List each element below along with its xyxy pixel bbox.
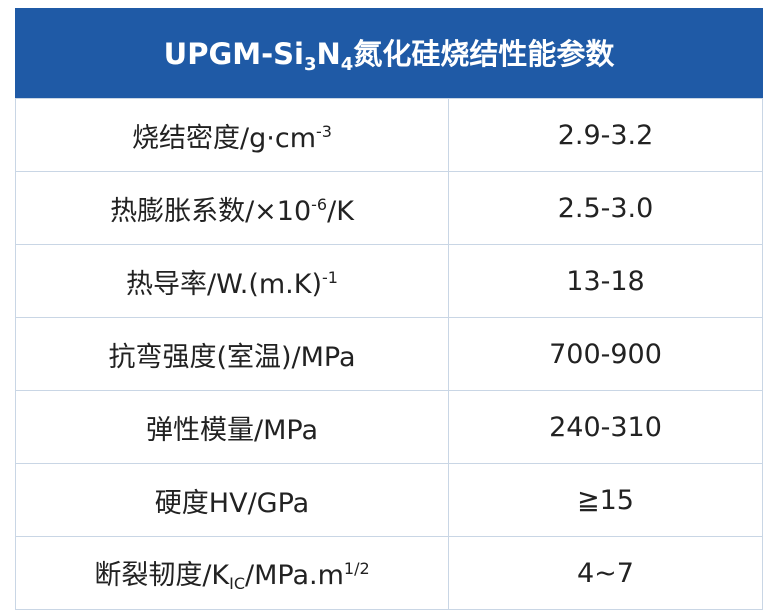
title-sub: 4 <box>340 54 354 75</box>
value-cell: ≧15 <box>448 463 763 537</box>
label-sub: IC <box>229 574 246 593</box>
label-cell: 硬度HV/GPa <box>15 463 449 537</box>
value-cell: 4~7 <box>448 536 763 610</box>
row: 弹性模量/MPa 240-310 <box>15 390 763 464</box>
value-cell: 13-18 <box>448 244 763 318</box>
label: /MPa.m <box>245 560 344 591</box>
value-cell: 2.9-3.2 <box>448 98 763 172</box>
label-sup: -6 <box>311 194 328 214</box>
label-cell: 热膨胀系数/×10-6/K <box>15 171 449 245</box>
label: /K <box>327 195 354 227</box>
label-cell: 烧结密度/g·cm-3 <box>15 98 449 172</box>
row: 断裂韧度/KIC/MPa.m1/2 4~7 <box>15 536 763 610</box>
title-sub: 3 <box>303 54 317 75</box>
label: 烧结密度/g·cm <box>132 122 316 154</box>
row: 硬度HV/GPa ≧15 <box>15 463 763 537</box>
row: 抗弯强度(室温)/MPa 700-900 <box>15 317 763 391</box>
label-cell: 抗弯强度(室温)/MPa <box>15 317 449 391</box>
spec-table: UPGM-Si3N4氮化硅烧结性能参数 烧结密度/g·cm-3 2.9-3.2 … <box>15 8 763 610</box>
row: 热导率/W.(m.K)-1 13-18 <box>15 244 763 318</box>
table-header: UPGM-Si3N4氮化硅烧结性能参数 <box>15 8 763 98</box>
value-cell: 240-310 <box>448 390 763 464</box>
table: 烧结密度/g·cm-3 2.9-3.2 热膨胀系数/×10-6/K 2.5-3.… <box>15 98 763 610</box>
label: 热膨胀系数/×10 <box>110 195 312 227</box>
label-sup: -1 <box>321 267 338 287</box>
label-cell: 断裂韧度/KIC/MPa.m1/2 <box>15 536 449 610</box>
label: 硬度HV/GPa <box>154 487 310 519</box>
label-sup: 1/2 <box>343 559 370 578</box>
value-cell: 700-900 <box>448 317 763 391</box>
label-cell: 热导率/W.(m.K)-1 <box>15 244 449 318</box>
label-sup: -3 <box>316 121 332 141</box>
title-text: UPGM-Si <box>163 37 304 71</box>
row: 烧结密度/g·cm-3 2.9-3.2 <box>15 98 763 172</box>
label-cell: 弹性模量/MPa <box>15 390 449 464</box>
title-text: N <box>316 37 341 71</box>
title: UPGM-Si3N4氮化硅烧结性能参数 <box>164 31 615 75</box>
label: 断裂韧度/K <box>94 560 230 591</box>
row: 热膨胀系数/×10-6/K 2.5-3.0 <box>15 171 763 245</box>
title-text: 氮化硅烧结性能参数 <box>353 37 615 71</box>
label: 弹性模量/MPa <box>145 414 318 446</box>
label: 热导率/W.(m.K) <box>126 268 322 300</box>
value-cell: 2.5-3.0 <box>448 171 763 245</box>
label: 抗弯强度(室温)/MPa <box>108 341 356 373</box>
